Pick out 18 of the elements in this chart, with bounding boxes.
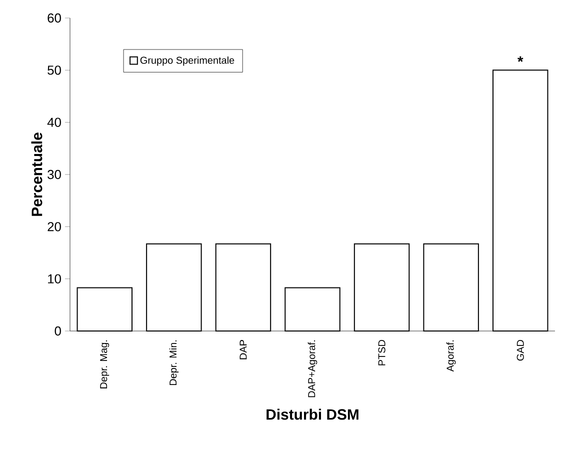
y-tick-label: 30 xyxy=(48,170,61,180)
annotation: * xyxy=(518,56,524,62)
y-tick-label: 10 xyxy=(48,274,61,284)
x-tick-label: DAP xyxy=(240,340,247,360)
x-tick-label: Agoraf. xyxy=(446,340,456,372)
legend-label: Gruppo Sperimentale xyxy=(140,56,234,66)
y-tick-label: 60 xyxy=(48,13,61,23)
y-tick-label: 40 xyxy=(47,118,61,127)
x-axis-title: Disturbi DSM xyxy=(266,408,358,420)
x-tick-label: Depr. Mag. xyxy=(100,340,110,388)
y-axis-title: Percentuale xyxy=(31,132,42,216)
x-tick-label: GAD xyxy=(516,340,524,361)
y-tick-label: 20 xyxy=(48,222,61,232)
y-tick-label: 50 xyxy=(48,66,61,75)
y-tick-label: 0 xyxy=(54,326,61,336)
x-tick-label: PTSD xyxy=(378,340,386,366)
x-tick-label: DAP+Agoraf. xyxy=(308,340,318,398)
x-tick-label: Depr. Min. xyxy=(169,340,179,386)
